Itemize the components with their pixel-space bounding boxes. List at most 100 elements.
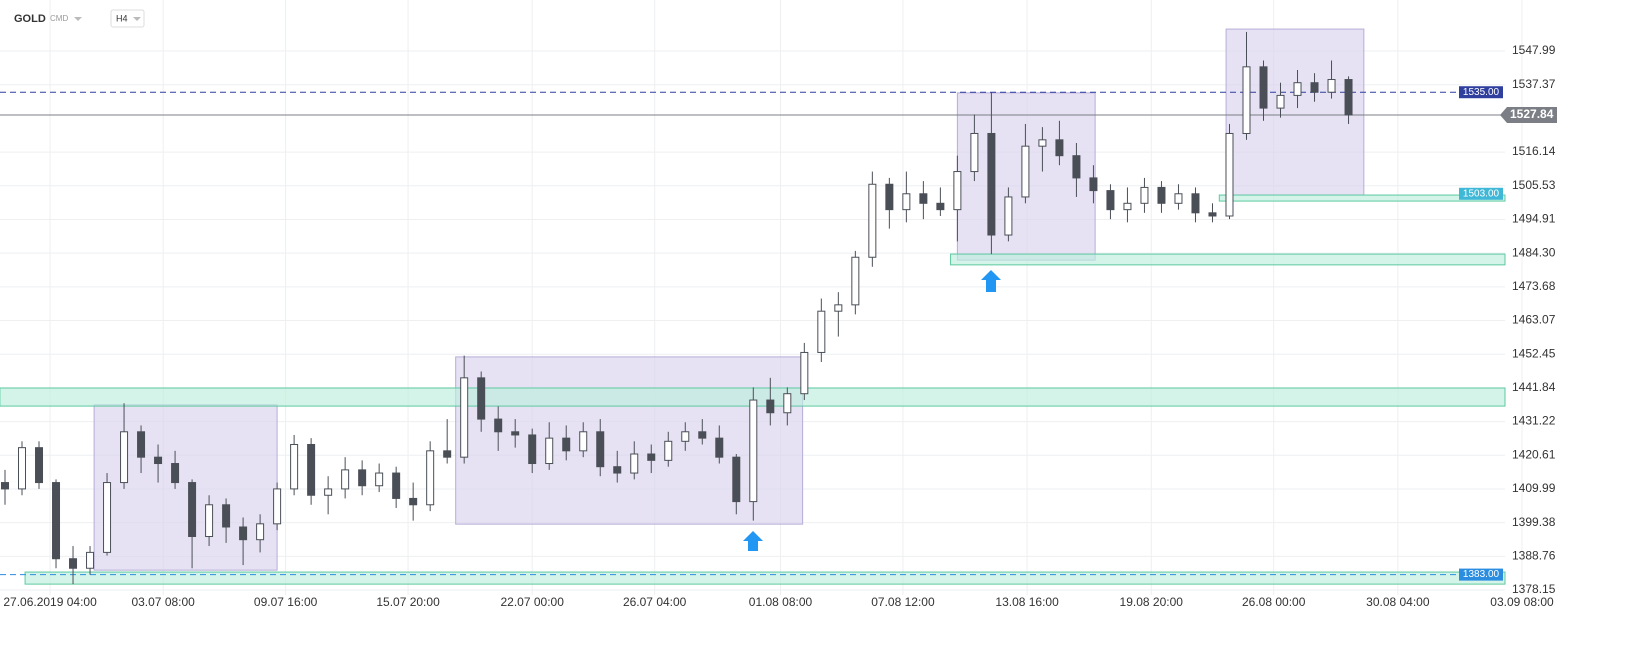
candle-body	[1140, 186, 1149, 204]
candle-body	[1225, 132, 1234, 217]
candle-body	[18, 447, 27, 490]
level-label-bg	[1459, 187, 1503, 200]
last-price-tag	[1500, 106, 1557, 123]
labels: 1547.99 1537.37 1516.14 1505.53 1494.91 1484.…	[3, 43, 1557, 609]
x-tick-label: 15.07 20:00	[376, 595, 440, 609]
x-tick-label: 13.08 16:00	[995, 595, 1059, 609]
candle-body	[188, 482, 197, 538]
y-tick-label: 1494.91	[1512, 212, 1556, 226]
y-tick-label: 1484.30	[1512, 245, 1556, 259]
level-label: 1535.00	[1463, 87, 1500, 98]
dropdown-icon[interactable]	[74, 17, 82, 21]
market[interactable]: CMD	[50, 14, 68, 23]
support-zone	[1218, 194, 1506, 202]
candle-body	[154, 456, 163, 465]
candle-body	[307, 443, 316, 496]
candle-body	[596, 431, 605, 468]
candle-body	[460, 377, 469, 458]
y-tick-label: 1537.37	[1512, 77, 1556, 91]
candle-body	[919, 193, 928, 204]
candle-body	[171, 463, 180, 484]
candle-body	[1293, 82, 1302, 96]
x-tick-label: 19.08 20:00	[1120, 595, 1184, 609]
candle-body	[715, 437, 724, 458]
x-tick-label: 30.08 04:00	[1366, 595, 1430, 609]
timeframe[interactable]: H4	[116, 13, 128, 23]
y-tick-label: 1516.14	[1512, 144, 1556, 158]
candle-body	[443, 450, 452, 458]
candle-body	[834, 304, 843, 312]
candle-body	[358, 469, 367, 487]
x-tick-label: 07.08 12:00	[871, 595, 935, 609]
x-tick-label: 26.08 00:00	[1242, 595, 1306, 609]
candle-body	[987, 132, 996, 236]
candle-body	[1276, 94, 1285, 109]
candle-body	[970, 132, 979, 173]
support-zone	[950, 253, 1506, 266]
range-box	[455, 356, 804, 525]
level-label-bg	[1459, 568, 1503, 581]
candle-body	[1208, 212, 1217, 217]
candle-body	[273, 488, 282, 525]
candle-body	[477, 377, 486, 420]
candle-body	[800, 351, 809, 395]
candle-body	[528, 434, 537, 465]
candle-body	[409, 497, 418, 506]
up-arrow	[981, 270, 1001, 292]
candle-body	[1174, 193, 1183, 204]
y-tick-label: 1463.07	[1512, 313, 1556, 327]
x-tick-label: 26.07 04:00	[623, 595, 687, 609]
symbol[interactable]: GOLD	[14, 13, 46, 25]
range-box	[93, 404, 278, 571]
candle-body	[103, 482, 112, 553]
candle-body	[1259, 66, 1268, 109]
last-price-label: 1527.84	[1510, 107, 1554, 121]
candle-body	[511, 431, 520, 436]
candles	[1, 31, 1353, 585]
candle-body	[817, 310, 826, 353]
candle-body	[1242, 66, 1251, 134]
y-tick-label: 1409.99	[1512, 481, 1556, 495]
dropdown-icon[interactable]	[133, 17, 141, 21]
signal-arrows	[743, 270, 1001, 551]
candle-body	[749, 399, 758, 503]
candle-body	[69, 558, 78, 569]
candle-body	[392, 472, 401, 499]
y-tick-label: 1378.15	[1512, 582, 1556, 596]
y-tick-label: 1505.53	[1512, 178, 1556, 192]
level-label: 1503.00	[1463, 188, 1500, 199]
candle-body	[647, 453, 656, 461]
candle-body	[52, 482, 61, 560]
x-tick-label: 22.07 00:00	[501, 595, 565, 609]
candle-body	[868, 183, 877, 258]
candle-body	[1157, 186, 1166, 204]
y-tick-label: 1473.68	[1512, 279, 1556, 293]
candle-body	[1310, 82, 1319, 93]
candle-body	[1089, 177, 1098, 192]
y-tick-label: 1388.76	[1512, 548, 1556, 562]
candle-body	[1072, 155, 1081, 179]
candle-body	[290, 443, 299, 490]
candle-body	[35, 447, 44, 484]
candle-body	[1038, 139, 1047, 147]
candle-body	[426, 450, 435, 506]
x-tick-label: 27.06.2019 04:00	[3, 595, 97, 609]
candle-body	[681, 431, 690, 442]
candle-body	[664, 440, 673, 461]
level-label: 1383.00	[1463, 569, 1500, 580]
candle-body	[732, 456, 741, 503]
y-tick-label: 1547.99	[1512, 43, 1556, 57]
timeframe-box[interactable]	[110, 9, 145, 28]
candle-body	[766, 399, 775, 414]
candle-body	[1123, 202, 1132, 211]
candle-body	[1004, 196, 1013, 236]
y-tick-label: 1441.84	[1512, 380, 1556, 394]
support-zone	[24, 571, 1506, 585]
candle-body	[885, 183, 894, 211]
y-tick-label: 1420.61	[1512, 447, 1556, 461]
header: GOLD CMD H4	[14, 9, 145, 28]
x-tick-label: 01.08 08:00	[749, 595, 813, 609]
candle-body	[375, 472, 384, 487]
candle-body	[851, 256, 860, 306]
